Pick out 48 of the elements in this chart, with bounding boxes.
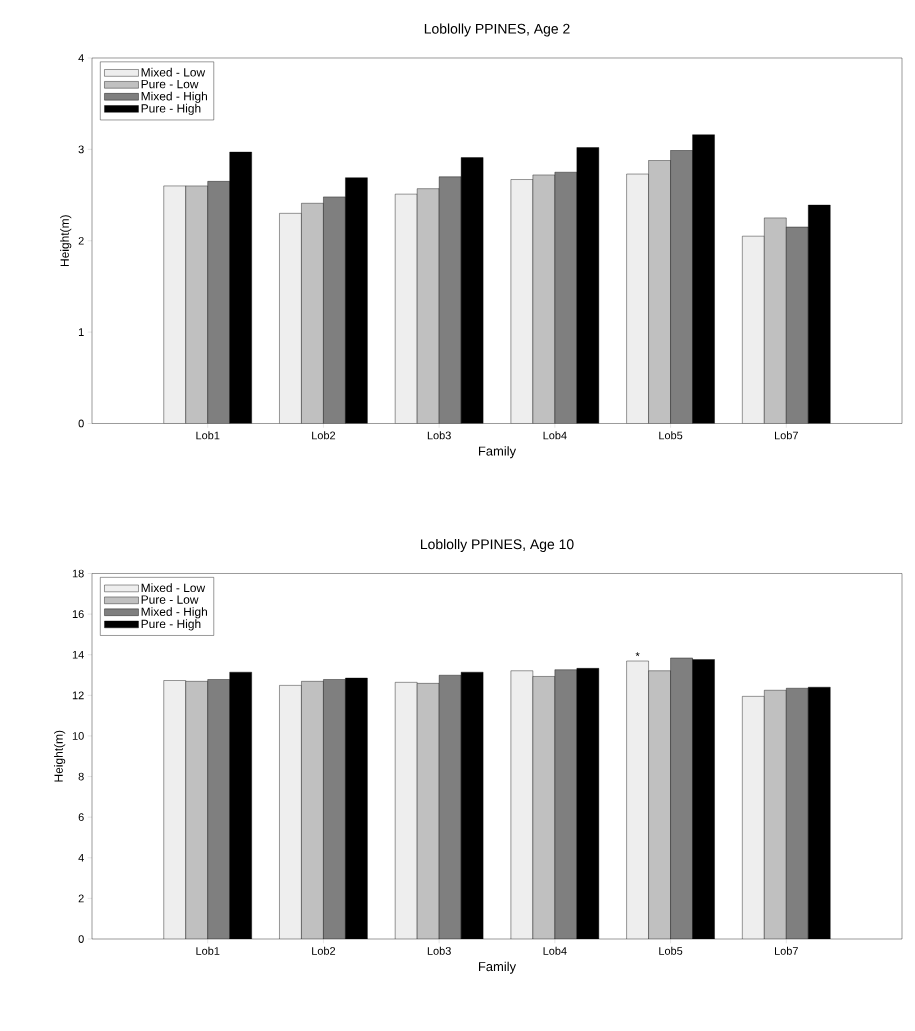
x-tick-label: Lob3 [427, 431, 451, 440]
x-tick-label: Lob3 [427, 946, 451, 955]
bar [394, 193, 418, 424]
y-tick-label: 8 [78, 772, 84, 781]
x-tick-label: Lob1 [196, 946, 220, 955]
chart-title: Loblolly PPINES, Age 10 [421, 538, 574, 552]
annotation: * [635, 652, 640, 657]
y-tick-label: 10 [72, 732, 84, 740]
x-tick-label: Lob1 [196, 431, 220, 440]
y-tick-label: 4 [78, 854, 84, 862]
bar [510, 179, 534, 424]
legend-label: Pure - High [141, 103, 201, 115]
x-axis-title: Family [479, 446, 517, 459]
y-axis-title: Height(m) [54, 730, 66, 782]
bar [279, 213, 302, 424]
x-tick-label: Lob4 [543, 431, 567, 440]
y-tick-label: 3 [78, 145, 84, 154]
x-tick-label: Lob7 [775, 431, 798, 440]
y-tick-label: 18 [72, 569, 84, 578]
y-tick-label: 16 [72, 610, 84, 618]
bar [163, 185, 186, 424]
legend-label: Pure - High [141, 619, 201, 631]
y-tick-label: 14 [72, 650, 84, 659]
legend-label: Mixed - Low [141, 583, 206, 593]
y-tick-label: 0 [78, 419, 84, 428]
legend-label: Mixed - High [141, 91, 207, 103]
y-tick-label: 1 [78, 328, 84, 336]
y-tick-label: 2 [78, 236, 84, 245]
legend-label: Pure - Low [141, 79, 199, 89]
y-tick-label: 2 [78, 894, 84, 903]
chart-title: Loblolly PPINES, Age 2 [424, 23, 570, 37]
y-tick-label: 4 [78, 54, 84, 62]
legend-label: Mixed - Low [141, 67, 206, 77]
bar [626, 173, 649, 424]
bar [742, 235, 765, 424]
y-axis-title: Height(m) [60, 215, 72, 266]
legend-label: Pure - Low [141, 595, 199, 604]
x-tick-label: Lob7 [775, 946, 798, 955]
x-tick-label: Lob5 [659, 946, 683, 955]
x-tick-label: Lob2 [312, 431, 336, 440]
x-tick-label: Lob4 [543, 946, 567, 955]
y-tick-label: 12 [72, 691, 84, 700]
x-tick-label: Lob2 [312, 946, 336, 955]
x-axis-title: Family [479, 961, 517, 974]
y-tick-label: 6 [78, 813, 84, 822]
y-tick-label: 0 [78, 935, 84, 943]
legend-label: Mixed - High [141, 607, 207, 619]
x-tick-label: Lob5 [659, 431, 683, 440]
